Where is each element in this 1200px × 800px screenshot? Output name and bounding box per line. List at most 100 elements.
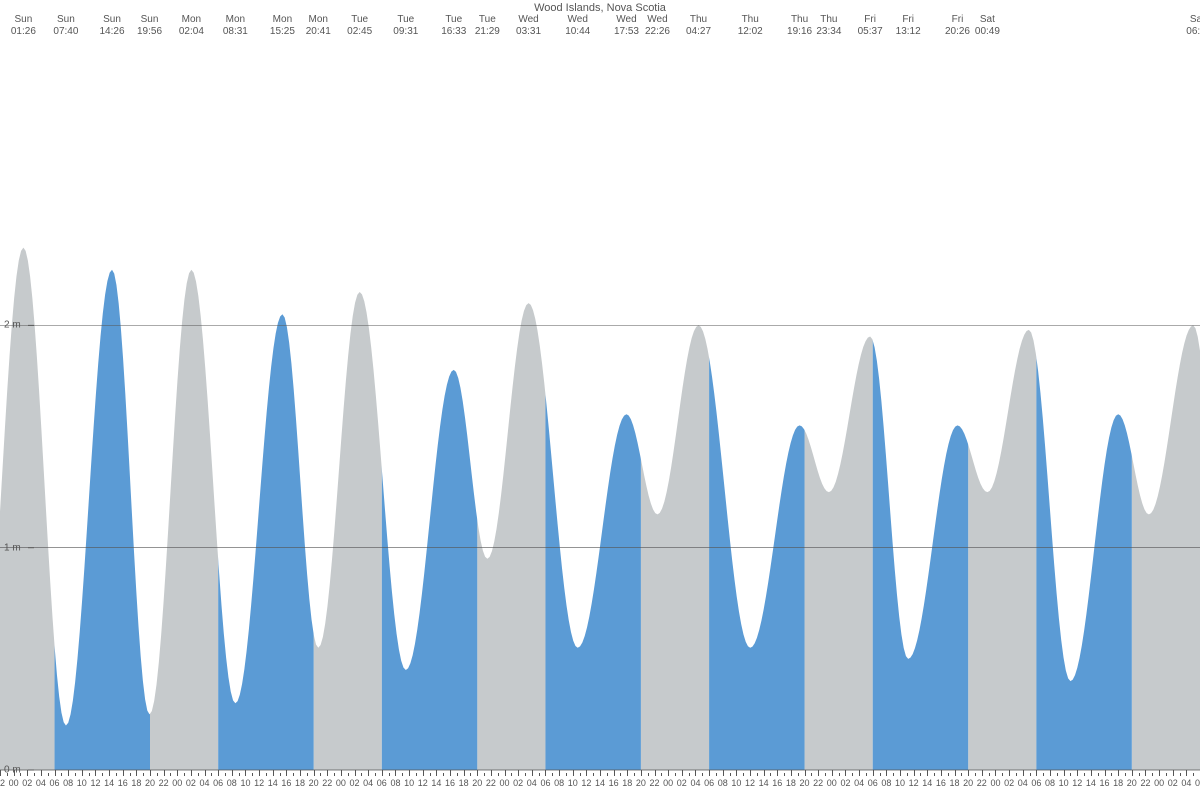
x-axis-label: 14 (922, 778, 932, 788)
x-axis-label: 08 (1045, 778, 1055, 788)
tide-event-label: Sun07:40 (53, 14, 78, 38)
x-axis-label: 08 (718, 778, 728, 788)
x-axis-label: 02 (22, 778, 32, 788)
x-axis-label: 16 (445, 778, 455, 788)
x-axis-label: 10 (731, 778, 741, 788)
x-axis-label: 00 (827, 778, 837, 788)
x-axis-label: 08 (63, 778, 73, 788)
x-axis-label: 06 (1031, 778, 1041, 788)
x-axis-label: 00 (1154, 778, 1164, 788)
x-axis-label: 16 (118, 778, 128, 788)
x-axis-label: 14 (104, 778, 114, 788)
tide-event-label: Wed22:26 (645, 14, 670, 38)
x-axis-label: 10 (1059, 778, 1069, 788)
tide-event-label: Mon08:31 (223, 14, 248, 38)
x-axis-label: 02 (840, 778, 850, 788)
x-axis-label: 10 (568, 778, 578, 788)
x-axis-label: 18 (131, 778, 141, 788)
y-axis-label: 1 m (4, 542, 21, 553)
x-axis-label: 18 (950, 778, 960, 788)
x-axis-label: 06 (213, 778, 223, 788)
x-axis-label: 00 (336, 778, 346, 788)
tide-event-label: Thu04:27 (686, 14, 711, 38)
x-axis-label: 06 (377, 778, 387, 788)
tide-event-label: Sun19:56 (137, 14, 162, 38)
x-axis-label: 14 (431, 778, 441, 788)
x-axis-label: 12 (254, 778, 264, 788)
header-row: Sun01:26 Sun07:40 Sun14:26 Sun19:56 Mon02:04… (0, 14, 1200, 42)
x-axis-label: 20 (472, 778, 482, 788)
x-axis-label: 20 (309, 778, 319, 788)
plot-area: 2200020406081012141618202200020406081012… (0, 42, 1200, 800)
x-axis-label: 10 (77, 778, 87, 788)
chart-title: Wood Islands, Nova Scotia (0, 2, 1200, 14)
tide-event-label: Tue09:31 (393, 14, 418, 38)
x-axis-label: 14 (595, 778, 605, 788)
x-axis-label: 12 (90, 778, 100, 788)
x-axis-label: 04 (36, 778, 46, 788)
x-axis-label: 22 (650, 778, 660, 788)
tide-event-label: Mon15:25 (270, 14, 295, 38)
x-axis-label: 06 (540, 778, 550, 788)
x-axis-label: 22 (1140, 778, 1150, 788)
tide-event-label: Wed03:31 (516, 14, 541, 38)
x-axis-label: 08 (227, 778, 237, 788)
x-axis-label: 22 (159, 778, 169, 788)
x-axis-label: 22 (977, 778, 987, 788)
tide-event-label: Sun14:26 (100, 14, 125, 38)
x-axis-label: 06 (1195, 778, 1200, 788)
x-axis-label: 00 (172, 778, 182, 788)
x-axis-label: 08 (390, 778, 400, 788)
x-axis-label: 16 (936, 778, 946, 788)
y-axis-label: 2 m (4, 320, 21, 331)
tide-event-label: Fri05:37 (858, 14, 883, 38)
x-axis-label: 18 (459, 778, 469, 788)
x-axis-label: 02 (513, 778, 523, 788)
tide-event-label: Fri20:26 (945, 14, 970, 38)
x-axis-label: 18 (295, 778, 305, 788)
x-axis-label: 14 (268, 778, 278, 788)
x-axis-label: 12 (909, 778, 919, 788)
tide-event-label: Mon20:41 (306, 14, 331, 38)
x-axis-label: 04 (1018, 778, 1028, 788)
x-axis-label: 02 (1168, 778, 1178, 788)
x-axis-label: 22 (322, 778, 332, 788)
tide-event-label: Fri13:12 (896, 14, 921, 38)
x-axis-label: 12 (581, 778, 591, 788)
tide-event-label: Thu12:02 (738, 14, 763, 38)
x-axis-label: 20 (800, 778, 810, 788)
x-axis-label: 04 (527, 778, 537, 788)
x-axis-label: 00 (990, 778, 1000, 788)
tide-event-label: Thu23:34 (816, 14, 841, 38)
tide-event-label: Tue02:45 (347, 14, 372, 38)
x-axis-label: 16 (609, 778, 619, 788)
x-axis-label: 10 (240, 778, 250, 788)
x-axis-label: 08 (881, 778, 891, 788)
y-axis-label: 0 m (4, 765, 21, 776)
x-axis-label: 04 (854, 778, 864, 788)
x-axis-label: 16 (281, 778, 291, 788)
x-axis-label: 02 (1004, 778, 1014, 788)
tide-event-label: Sat00:49 (975, 14, 1000, 38)
tide-chart: Wood Islands, Nova Scotia Sun01:26 Sun07:… (0, 0, 1200, 800)
x-axis-label: 18 (786, 778, 796, 788)
x-axis-label: 00 (663, 778, 673, 788)
x-axis-label: 04 (690, 778, 700, 788)
x-axis-label: 00 (500, 778, 510, 788)
tide-event-label: Mon02:04 (179, 14, 204, 38)
x-axis-label: 06 (704, 778, 714, 788)
x-axis-label: 20 (963, 778, 973, 788)
x-axis-label: 04 (200, 778, 210, 788)
x-axis-label: 14 (1086, 778, 1096, 788)
x-axis-label: 08 (554, 778, 564, 788)
x-axis-label: 18 (1113, 778, 1123, 788)
x-axis-label: 20 (145, 778, 155, 788)
x-axis-label: 18 (622, 778, 632, 788)
x-axis-label: 04 (363, 778, 373, 788)
x-axis-label: 20 (1127, 778, 1137, 788)
x-axis-label: 04 (1181, 778, 1191, 788)
x-axis-label: 10 (404, 778, 414, 788)
x-axis-label: 22 (486, 778, 496, 788)
x-axis-label: 20 (636, 778, 646, 788)
tide-event-label: Sun01:26 (11, 14, 36, 38)
